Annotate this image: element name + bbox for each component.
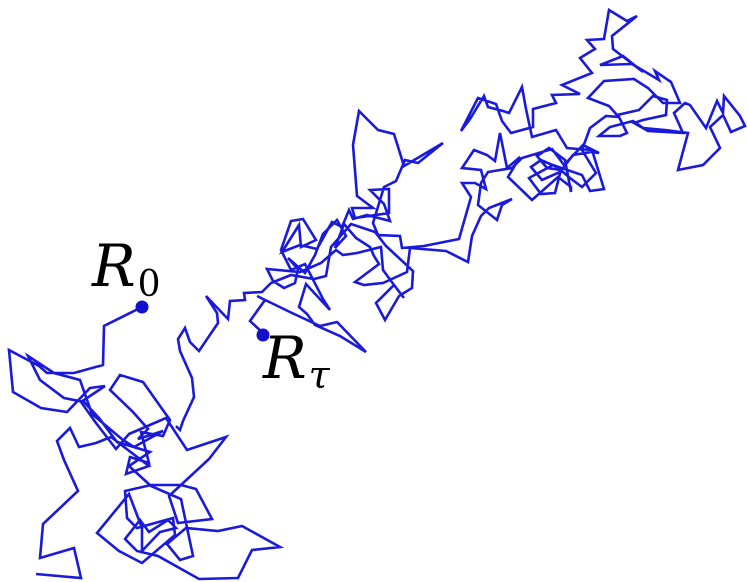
end-label-main: R [262, 324, 307, 392]
start-label-subscript: 0 [138, 264, 161, 305]
start-label-main: R [91, 232, 136, 300]
start-label: R0 [91, 232, 161, 305]
random-walk-path-upper [175, 7, 747, 433]
start-point-marker [135, 300, 149, 314]
end-label: Rτ [262, 324, 331, 397]
end-point-marker [256, 328, 270, 342]
end-label-subscript: τ [309, 353, 331, 397]
random-walk-path [7, 305, 285, 581]
